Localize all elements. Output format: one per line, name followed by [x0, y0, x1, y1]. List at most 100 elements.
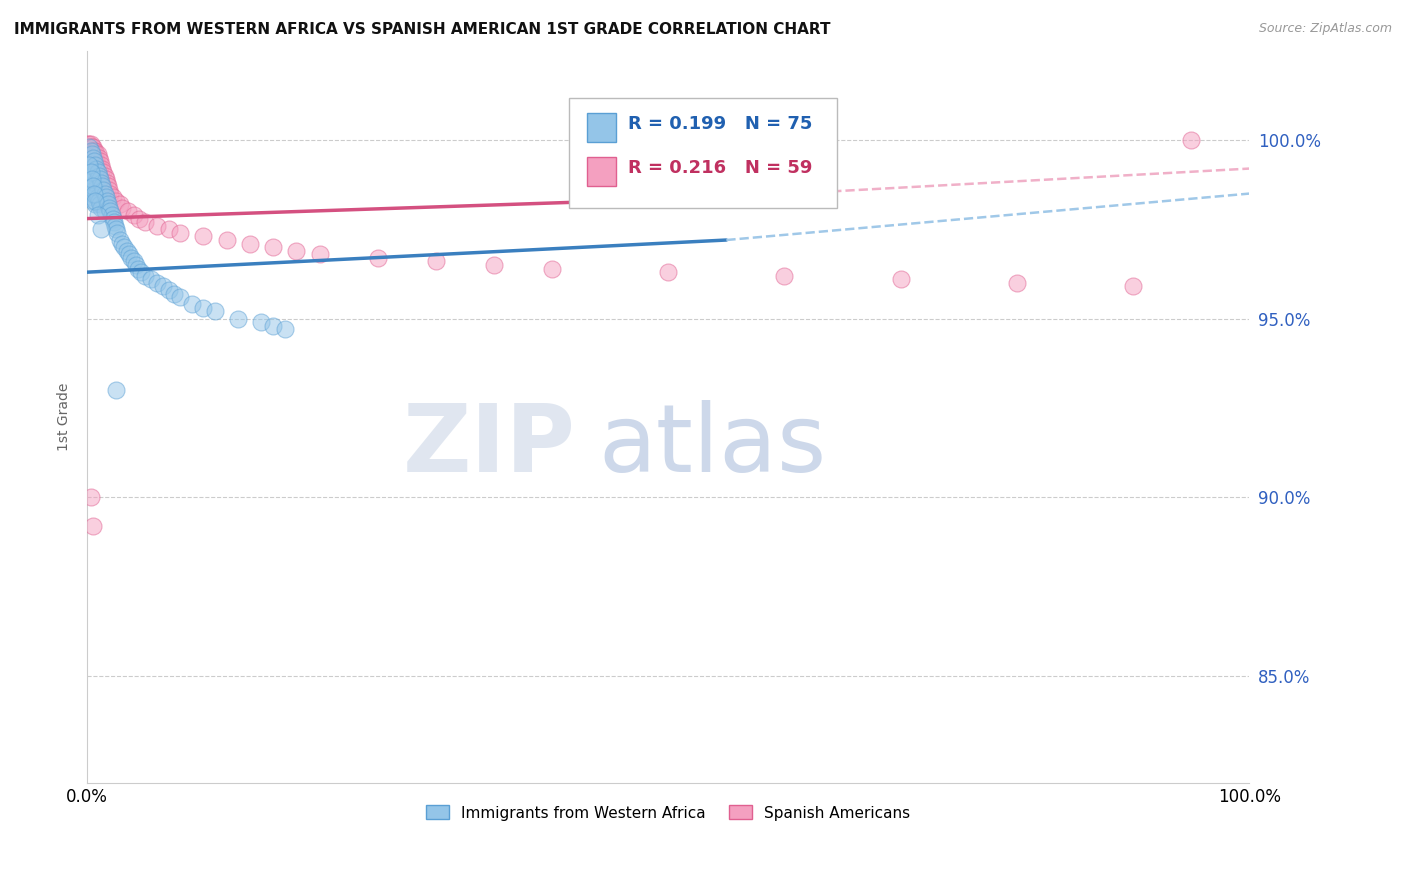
Point — [79, 161, 101, 176]
Point — [134, 215, 156, 229]
Point — [117, 204, 139, 219]
Point — [86, 158, 108, 172]
Point — [541, 261, 564, 276]
Point — [94, 172, 117, 186]
Point — [262, 318, 284, 333]
Point — [104, 219, 127, 233]
Point — [134, 268, 156, 283]
Point — [98, 183, 121, 197]
Point — [94, 190, 117, 204]
Point — [890, 272, 912, 286]
Point — [83, 186, 105, 201]
Point — [1005, 276, 1028, 290]
Point — [87, 194, 110, 208]
Point — [97, 179, 120, 194]
Point — [83, 154, 105, 169]
Point — [152, 279, 174, 293]
FancyBboxPatch shape — [569, 98, 837, 208]
Point — [169, 226, 191, 240]
Point — [139, 272, 162, 286]
Point — [180, 297, 202, 311]
Point — [163, 286, 186, 301]
Point — [79, 186, 101, 201]
Point — [86, 147, 108, 161]
Point — [101, 211, 124, 226]
Point — [146, 276, 169, 290]
Point — [285, 244, 308, 258]
Point — [82, 144, 104, 158]
Point — [100, 208, 122, 222]
Point — [79, 176, 101, 190]
Point — [111, 236, 134, 251]
Point — [108, 197, 131, 211]
Point — [157, 283, 180, 297]
Point — [657, 265, 679, 279]
Point — [86, 147, 108, 161]
Point — [91, 179, 114, 194]
Point — [108, 233, 131, 247]
Y-axis label: 1st Grade: 1st Grade — [58, 383, 72, 451]
Point — [80, 172, 103, 186]
Point — [103, 215, 125, 229]
Point — [90, 222, 112, 236]
Point — [101, 190, 124, 204]
Point — [84, 176, 107, 190]
Point — [146, 219, 169, 233]
Point — [80, 147, 103, 161]
Point — [250, 315, 273, 329]
Point — [80, 147, 103, 161]
Text: IMMIGRANTS FROM WESTERN AFRICA VS SPANISH AMERICAN 1ST GRADE CORRELATION CHART: IMMIGRANTS FROM WESTERN AFRICA VS SPANIS… — [14, 22, 831, 37]
Point — [105, 383, 128, 397]
Point — [89, 172, 111, 186]
Point — [77, 140, 100, 154]
Point — [84, 194, 107, 208]
Point — [89, 154, 111, 169]
Point — [82, 518, 104, 533]
Point — [93, 204, 115, 219]
Point — [100, 204, 122, 219]
Point — [87, 169, 110, 183]
Point — [129, 265, 152, 279]
Point — [91, 161, 114, 176]
Point — [239, 236, 262, 251]
Point — [100, 186, 122, 201]
Point — [367, 251, 389, 265]
Point — [157, 222, 180, 236]
Point — [87, 161, 110, 176]
Point — [111, 201, 134, 215]
Point — [79, 140, 101, 154]
Text: R = 0.199   N = 75: R = 0.199 N = 75 — [627, 115, 811, 133]
Point — [87, 151, 110, 165]
Point — [89, 197, 111, 211]
Point — [193, 229, 215, 244]
Point — [86, 186, 108, 201]
Point — [84, 158, 107, 172]
Point — [86, 190, 108, 204]
Point — [308, 247, 330, 261]
Point — [482, 258, 505, 272]
Point — [93, 169, 115, 183]
Point — [84, 144, 107, 158]
Text: ZIP: ZIP — [402, 401, 575, 492]
Point — [86, 154, 108, 169]
Point — [79, 165, 101, 179]
Point — [128, 211, 150, 226]
Point — [90, 176, 112, 190]
Point — [105, 222, 128, 236]
Point — [79, 158, 101, 172]
Point — [120, 251, 142, 265]
Text: atlas: atlas — [599, 401, 827, 492]
Point — [83, 144, 105, 158]
Point — [112, 240, 135, 254]
Point — [97, 197, 120, 211]
Bar — [586, 157, 616, 186]
Point — [79, 144, 101, 158]
Point — [86, 161, 108, 176]
Point — [82, 194, 104, 208]
Point — [773, 268, 796, 283]
Point — [79, 140, 101, 154]
Point — [79, 144, 101, 158]
Point — [93, 165, 115, 179]
Point — [93, 183, 115, 197]
Point — [82, 172, 104, 186]
